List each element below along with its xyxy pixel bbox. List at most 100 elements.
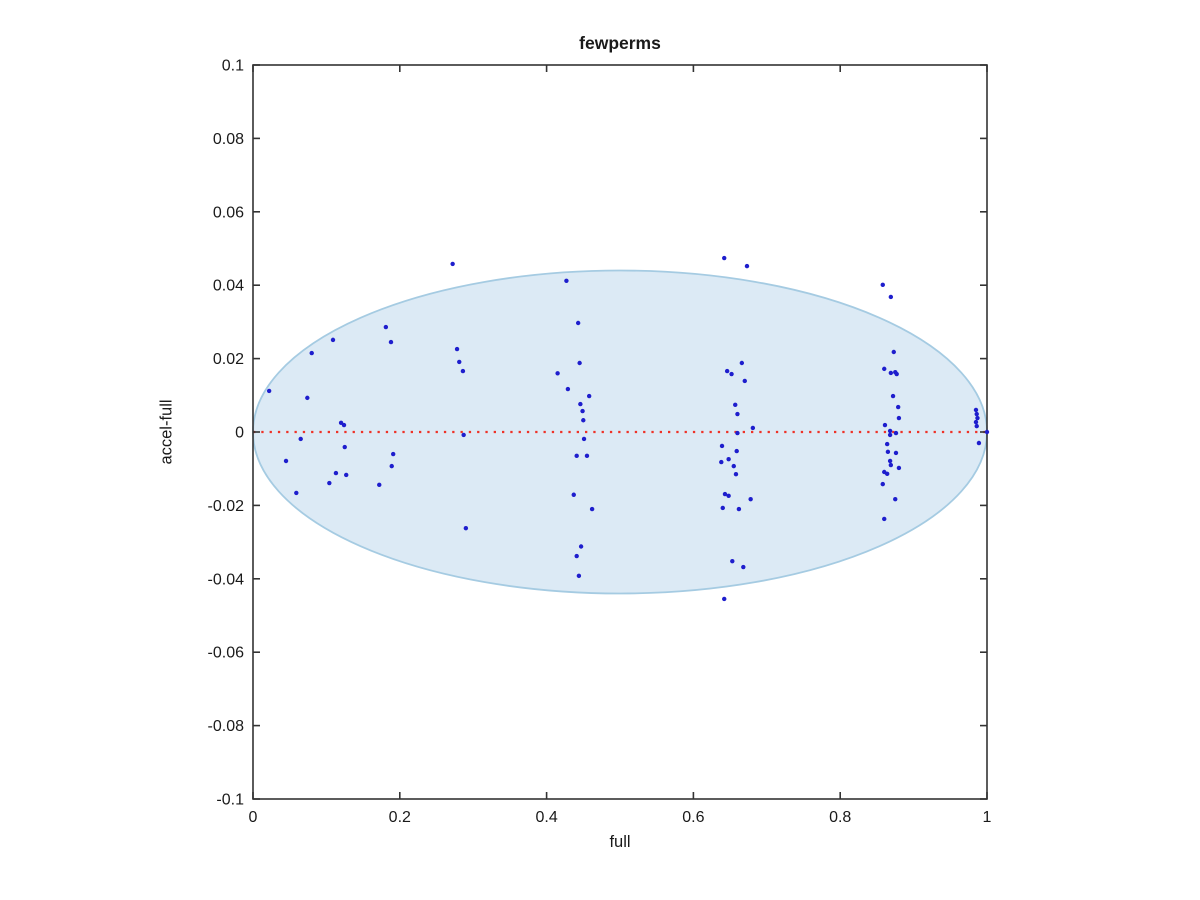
data-point xyxy=(888,462,894,468)
data-point xyxy=(974,411,979,417)
y-tick-label: -0.08 xyxy=(208,718,245,735)
scatter-points xyxy=(266,255,990,602)
y-tick-label: 0 xyxy=(235,425,244,442)
y-tick-label: -0.06 xyxy=(208,645,245,662)
data-point xyxy=(887,432,893,438)
data-point xyxy=(719,443,725,449)
data-point xyxy=(454,346,460,352)
data-point xyxy=(733,472,739,477)
data-point xyxy=(724,368,730,374)
data-point xyxy=(893,450,899,456)
data-point xyxy=(722,491,728,497)
data-point xyxy=(888,370,894,376)
data-point xyxy=(973,407,979,413)
data-point xyxy=(564,278,569,283)
y-tick-label: -0.1 xyxy=(216,792,244,809)
data-point xyxy=(720,505,725,511)
data-point xyxy=(891,349,896,355)
data-point xyxy=(589,506,595,512)
data-point xyxy=(735,411,740,417)
data-point xyxy=(575,320,581,326)
data-point xyxy=(896,415,902,421)
data-point xyxy=(887,458,893,464)
data-point xyxy=(571,492,576,497)
data-point xyxy=(388,339,394,345)
x-tick-label: 1 xyxy=(983,809,992,826)
data-point xyxy=(976,440,982,446)
data-point xyxy=(578,401,583,407)
data-point xyxy=(463,525,469,531)
data-point xyxy=(736,506,742,512)
x-tick-label: 0 xyxy=(249,809,258,826)
data-point xyxy=(888,294,894,300)
data-point xyxy=(890,393,896,399)
data-point xyxy=(887,428,893,434)
data-point xyxy=(880,282,885,288)
y-tick-label: 0.1 xyxy=(222,58,244,75)
data-point xyxy=(389,463,394,469)
data-point xyxy=(882,366,887,372)
data-point xyxy=(383,324,389,330)
data-point xyxy=(731,463,736,469)
data-point xyxy=(450,261,455,267)
data-point xyxy=(555,371,560,376)
data-point xyxy=(283,458,289,464)
data-point xyxy=(461,432,466,438)
data-point xyxy=(748,496,753,502)
data-point xyxy=(574,553,579,559)
data-point xyxy=(974,423,979,429)
x-tick-label: 0.4 xyxy=(535,809,557,826)
data-point xyxy=(896,465,902,471)
data-point xyxy=(266,388,272,394)
data-point xyxy=(880,481,885,487)
y-tick-label: 0.08 xyxy=(213,131,244,148)
data-point xyxy=(734,448,739,454)
data-point xyxy=(294,490,299,496)
data-point xyxy=(377,482,382,488)
data-point xyxy=(973,419,979,425)
data-point xyxy=(333,470,339,476)
data-point xyxy=(730,558,735,564)
data-point xyxy=(975,415,980,421)
data-point xyxy=(739,360,745,366)
data-point xyxy=(574,453,579,459)
data-point xyxy=(742,378,747,384)
data-point xyxy=(741,564,746,570)
data-point xyxy=(576,573,582,579)
data-point xyxy=(722,596,727,602)
data-point xyxy=(726,493,731,499)
data-point xyxy=(735,430,740,436)
y-tick-label: 0.02 xyxy=(213,351,244,368)
data-point xyxy=(578,544,584,549)
data-point xyxy=(460,368,466,374)
data-point xyxy=(885,449,891,455)
data-point xyxy=(750,425,756,431)
data-point xyxy=(342,444,347,450)
data-point xyxy=(584,453,590,459)
data-point xyxy=(744,263,750,269)
data-point xyxy=(457,359,462,365)
data-point xyxy=(565,386,571,392)
data-point xyxy=(733,402,738,408)
data-point xyxy=(722,255,727,261)
chart-title: fewperms xyxy=(579,33,661,53)
data-point xyxy=(893,496,898,502)
data-point xyxy=(884,441,890,447)
data-point xyxy=(330,337,336,343)
data-point xyxy=(341,422,347,428)
x-tick-label: 0.6 xyxy=(682,809,704,826)
data-point xyxy=(882,422,888,428)
data-point xyxy=(327,480,332,486)
data-point xyxy=(305,395,310,401)
data-point xyxy=(577,360,582,366)
y-tick-label: -0.04 xyxy=(208,571,245,588)
data-point xyxy=(719,459,724,465)
y-axis-label: accel-full xyxy=(157,399,176,465)
data-point xyxy=(581,418,586,423)
data-point xyxy=(580,408,585,414)
data-point xyxy=(726,456,731,462)
data-point xyxy=(884,471,890,477)
data-point xyxy=(895,404,901,410)
data-point xyxy=(729,371,734,377)
